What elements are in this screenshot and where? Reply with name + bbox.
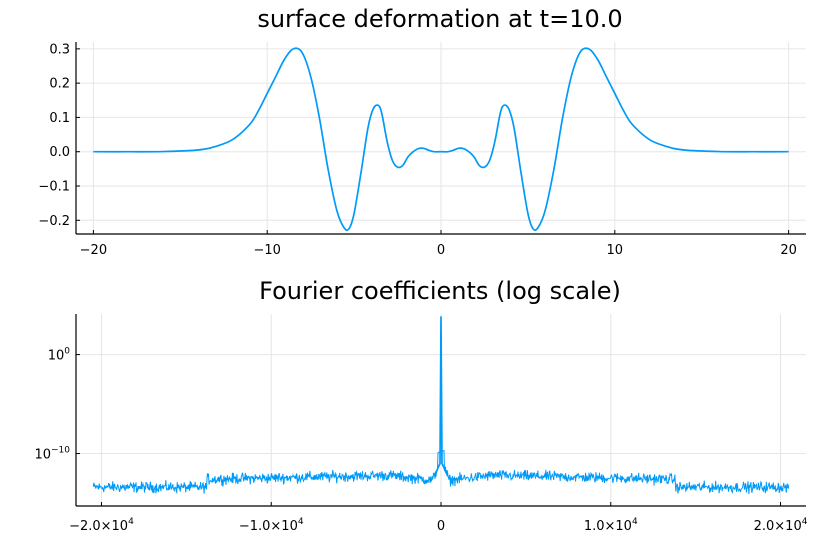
chart1-y-tick-label: 0.2 xyxy=(49,77,70,92)
chart2-series-peak xyxy=(433,316,449,477)
chart2-series-noise xyxy=(92,449,790,495)
fourier-coefficients-chart: Fourier coefficients (log scale) 100 10−1… xyxy=(34,277,807,534)
chart1-axes xyxy=(75,42,806,235)
chart1-title: surface deformation at t=10.0 xyxy=(257,5,622,33)
chart1-y-tick-label: 0.0 xyxy=(49,145,70,160)
chart1-x-ticks: −20 −10 0 10 20 xyxy=(80,243,797,258)
chart2-x-ticks: −2.0×104 −1.0×104 0 1.0×104 2.0×104 xyxy=(69,517,808,534)
chart1-x-tick-label: 10 xyxy=(607,243,624,258)
chart2-x-tick-label: 2.0×104 xyxy=(754,517,808,534)
chart1-x-tick-label: 0 xyxy=(437,243,445,258)
chart2-x-tick-label: −1.0×104 xyxy=(239,517,304,534)
chart2-x-tick-label: −2.0×104 xyxy=(69,517,134,534)
chart1-series-line xyxy=(93,47,789,231)
chart1-y-tick-label: −0.2 xyxy=(38,214,70,229)
chart2-y-tick-label: 100 xyxy=(48,347,71,364)
chart1-grid xyxy=(76,42,806,234)
chart2-axes xyxy=(75,314,806,507)
chart1-x-tick-label: −10 xyxy=(253,243,280,258)
chart2-y-ticks: 100 10−10 xyxy=(34,347,70,463)
chart1-y-tick-label: −0.1 xyxy=(38,180,70,195)
chart2-x-tick-label: 0 xyxy=(437,519,445,534)
chart1-x-tick-label: 20 xyxy=(780,243,797,258)
chart1-x-tick-label: −20 xyxy=(80,243,107,258)
chart2-x-tick-label: 1.0×104 xyxy=(584,517,638,534)
chart2-y-tick-label: 10−10 xyxy=(34,446,70,463)
chart1-y-tick-label: 0.1 xyxy=(49,111,70,126)
chart2-title: Fourier coefficients (log scale) xyxy=(259,277,621,305)
surface-deformation-chart: surface deformation at t=10.0 −0.2 −0.1 0.… xyxy=(38,5,806,258)
chart1-y-ticks: −0.2 −0.1 0.0 0.1 0.2 0.3 xyxy=(38,42,70,228)
chart1-y-tick-label: 0.3 xyxy=(49,42,70,57)
